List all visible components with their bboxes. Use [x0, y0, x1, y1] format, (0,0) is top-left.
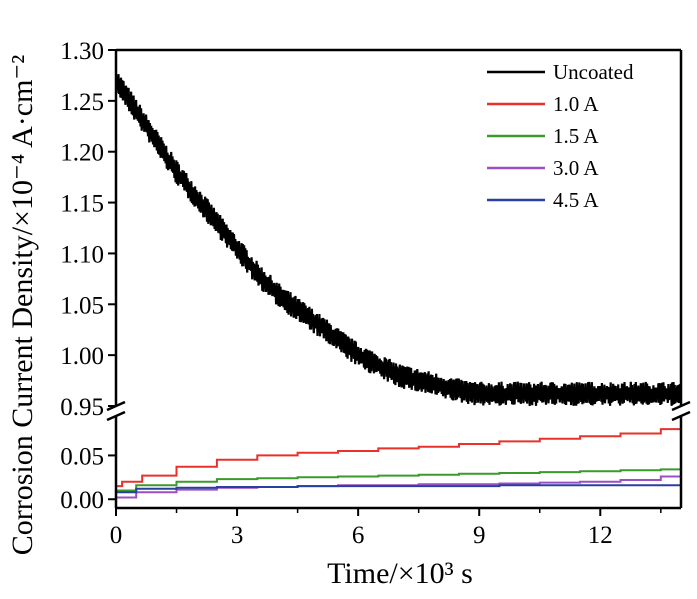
x-tick-label-1: 0	[110, 522, 123, 549]
x-tick-label-3: 6	[352, 522, 365, 549]
legend: Uncoated 1.0 A 1.5 A 3.0 A 4.5 A	[487, 60, 634, 212]
legend-label-3: 1.5 A	[553, 124, 599, 148]
y-tick-label-high-5: 1.15	[60, 191, 104, 218]
data-layer	[116, 74, 681, 499]
y-tick-label-high-1: 0.95	[60, 394, 104, 421]
frame-layer	[106, 48, 691, 510]
axis-break-mark-right-2	[671, 410, 691, 422]
x-tick-label-2: 3	[231, 522, 244, 549]
y-tick-label-high-4: 1.10	[60, 241, 104, 268]
y-tick-label-high-3: 1.05	[60, 292, 104, 319]
y-tick-label-high-7: 1.25	[60, 89, 104, 116]
series-line-5	[116, 484, 681, 494]
series-line-2	[116, 428, 681, 488]
tick-layer: 0 3 6 9 12 0.95 1.00 1.05 1.10 1.15 1.20 1.25 1.30 0.…	[60, 38, 662, 549]
legend-label-2: 1.0 A	[553, 92, 599, 116]
y-tick-label-low-1: 0.00	[60, 487, 104, 514]
axis-break-mark-left-2	[106, 410, 126, 422]
legend-label-4: 3.0 A	[553, 156, 599, 180]
axis-break-mark-right-1	[671, 400, 691, 412]
y-tick-label-low-2: 0.05	[60, 443, 104, 470]
legend-label-5: 4.5 A	[553, 188, 599, 212]
x-axis-title: Time/×10³ s	[327, 557, 473, 590]
y-tick-label-high-6: 1.20	[60, 140, 104, 167]
series-line-3	[116, 468, 681, 492]
x-tick-label-5: 12	[588, 522, 613, 549]
x-tick-label-4: 9	[473, 522, 486, 549]
y-tick-label-high-8: 1.30	[60, 38, 104, 65]
y-axis-title: Corrosion Current Density/×10⁻⁴ A·cm⁻²	[6, 55, 39, 556]
series-line-1	[116, 74, 681, 407]
legend-label-1: Uncoated	[553, 60, 634, 84]
y-tick-label-high-2: 1.00	[60, 343, 104, 370]
